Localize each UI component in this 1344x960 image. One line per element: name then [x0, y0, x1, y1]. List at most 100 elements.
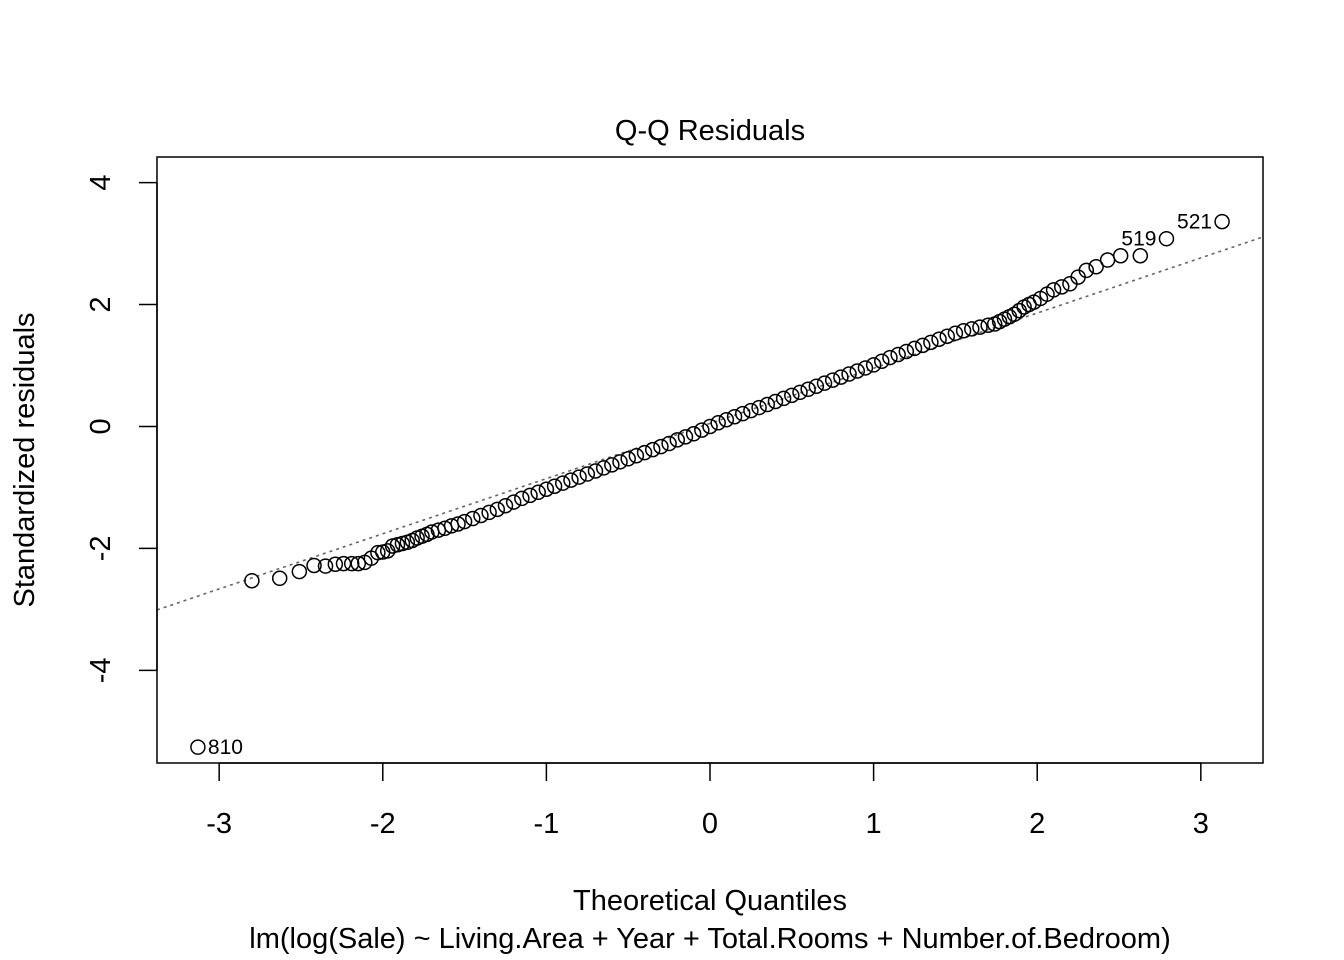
data-point [923, 334, 939, 351]
data-point [335, 555, 352, 572]
data-point [677, 429, 694, 445]
y-tick-label: -2 [85, 536, 117, 562]
data-point [389, 536, 406, 553]
data-point [190, 739, 206, 755]
data-point [317, 558, 334, 574]
data-point [849, 363, 865, 379]
data-point [980, 317, 996, 334]
data-point [327, 556, 344, 573]
data-point [538, 481, 555, 498]
data-point [579, 466, 596, 482]
y-tick-label: 0 [85, 418, 117, 434]
data-point [914, 337, 931, 354]
data-point [857, 360, 874, 376]
data-point [306, 557, 322, 574]
data-point [546, 478, 563, 494]
data-point [800, 381, 816, 398]
data-point [620, 451, 636, 467]
data-point [955, 323, 972, 339]
data-point [465, 510, 481, 527]
data-point [726, 408, 743, 425]
data-point [685, 426, 702, 442]
plot-frame [156, 156, 1264, 764]
data-point [291, 563, 308, 580]
data-point [473, 507, 489, 524]
data-point [636, 444, 653, 461]
data-point [456, 513, 473, 530]
data-point [450, 516, 466, 532]
data-point [595, 460, 612, 476]
data-point [1088, 258, 1104, 275]
data-point [743, 402, 759, 419]
data-point [972, 319, 988, 335]
chart-title: Q-Q Residuals [615, 115, 805, 147]
x-axis: -3 -2 -1 0 1 2 3 [206, 762, 1209, 840]
data-point [555, 475, 571, 491]
data-point [271, 570, 288, 587]
data-point [481, 504, 497, 521]
data-point [939, 328, 955, 344]
x-tick-label: 2 [1029, 808, 1045, 840]
data-point [522, 487, 538, 504]
data-point [784, 387, 800, 404]
data-point [1132, 248, 1149, 264]
point-label: 521 [1177, 211, 1212, 234]
data-point [890, 346, 906, 363]
data-point [775, 390, 792, 407]
x-tick-label: 0 [702, 808, 718, 840]
data-point [505, 494, 522, 510]
data-point [628, 447, 645, 464]
data-point [1078, 262, 1095, 279]
point-labels-layer: 810 519 521 [208, 211, 1212, 760]
data-point [710, 415, 726, 431]
data-point [1054, 279, 1070, 295]
data-point [350, 555, 366, 572]
point-label: 519 [1121, 228, 1156, 251]
data-point [759, 396, 776, 413]
x-tick-label: -3 [206, 808, 232, 840]
x-tick-label: 1 [866, 808, 882, 840]
x-axis-label: Theoretical Quantiles [573, 885, 847, 917]
data-point [874, 353, 890, 369]
data-point [718, 412, 735, 428]
x-tick-label: -2 [370, 808, 396, 840]
data-point [1158, 230, 1175, 247]
data-point [612, 454, 628, 470]
data-point [1045, 282, 1062, 298]
data-point [906, 340, 923, 357]
y-tick-label: -4 [85, 657, 117, 683]
data-point [489, 501, 506, 518]
point-label: 810 [208, 736, 243, 759]
data-point [1112, 248, 1129, 264]
data-point [751, 399, 767, 416]
data-point [833, 369, 849, 385]
x-tick-label: -1 [533, 808, 559, 840]
data-point [644, 441, 661, 458]
data-point [824, 372, 841, 388]
data-point [653, 438, 669, 455]
data-point [1214, 213, 1230, 230]
data-point [767, 393, 784, 410]
data-point [816, 375, 833, 391]
data-point [571, 469, 587, 485]
model-formula-subtitle: lm(log(Sale) ~ Living.Area + Year + Tota… [249, 923, 1171, 955]
data-point [865, 357, 882, 373]
data-point [841, 366, 857, 382]
y-tick-label: 4 [85, 175, 117, 191]
data-point [734, 405, 751, 422]
data-point [497, 497, 514, 514]
data-point [1006, 306, 1023, 323]
points-layer [190, 213, 1230, 755]
reference-line-layer [156, 236, 1264, 611]
data-point [587, 463, 604, 479]
data-point [694, 422, 710, 438]
data-point [394, 535, 411, 552]
data-point [808, 378, 825, 394]
data-point [702, 418, 718, 435]
data-point [1099, 252, 1116, 268]
y-axis: -4 -2 0 2 4 [85, 175, 158, 683]
x-tick-label: 3 [1193, 808, 1209, 840]
qq-reference-line [156, 236, 1264, 611]
data-point [669, 432, 686, 448]
